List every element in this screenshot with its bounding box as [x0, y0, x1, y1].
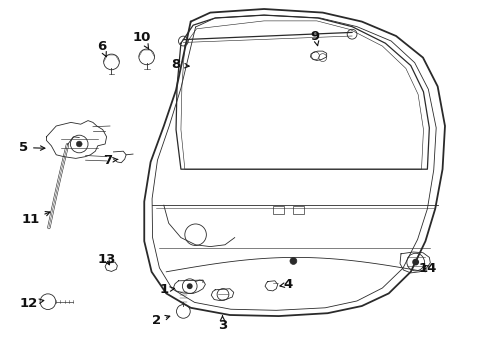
Circle shape [76, 141, 82, 147]
Text: 14: 14 [418, 262, 436, 275]
Text: 4: 4 [279, 278, 292, 291]
Text: 12: 12 [19, 297, 44, 310]
Text: 9: 9 [310, 30, 319, 46]
Text: 5: 5 [19, 141, 45, 154]
Circle shape [186, 283, 192, 289]
Text: 1: 1 [159, 283, 174, 296]
Bar [293, 206, 304, 214]
Text: 8: 8 [171, 58, 189, 71]
Text: 3: 3 [218, 316, 226, 332]
Circle shape [289, 257, 296, 265]
Circle shape [411, 258, 418, 266]
Text: 13: 13 [97, 253, 116, 266]
Text: 6: 6 [97, 40, 106, 57]
Text: 2: 2 [152, 314, 169, 327]
Text: 10: 10 [132, 31, 151, 49]
Text: 11: 11 [21, 212, 50, 226]
Bar [272, 206, 283, 214]
Text: 7: 7 [103, 154, 118, 167]
